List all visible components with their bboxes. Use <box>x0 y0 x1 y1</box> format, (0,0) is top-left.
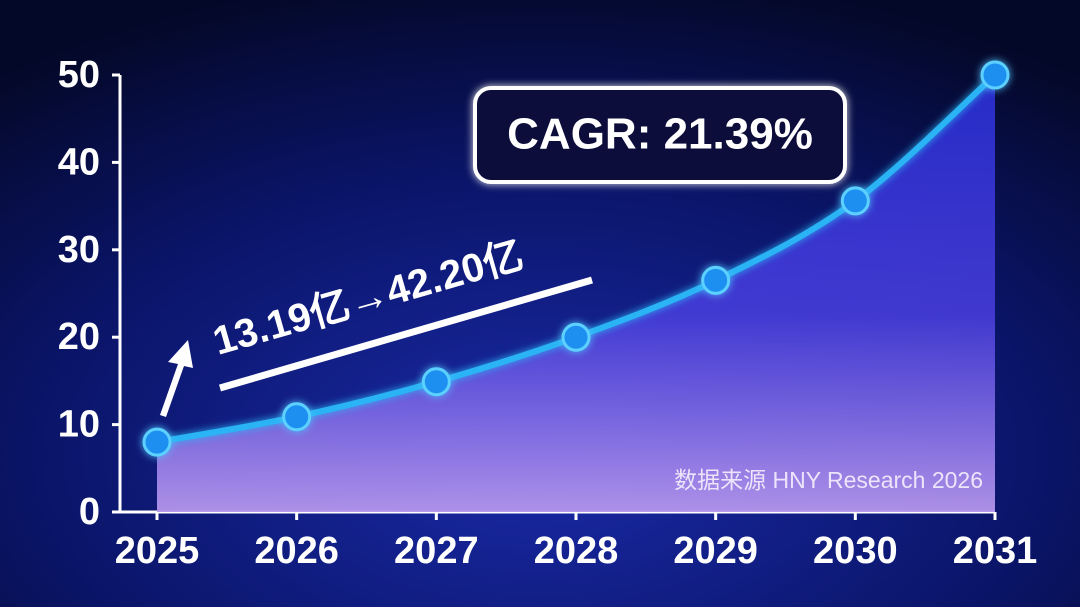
y-tick-label: 20 <box>58 316 100 358</box>
x-tick-label: 2025 <box>115 530 200 572</box>
x-tick-label: 2030 <box>813 530 898 572</box>
point <box>561 322 591 352</box>
x-tick-label: 2028 <box>534 530 619 572</box>
point <box>421 367 451 397</box>
source-note: 数据来源 HNY Research 2026 <box>674 467 983 493</box>
point <box>840 186 870 216</box>
arrow <box>160 340 193 417</box>
cagr-box <box>473 86 847 184</box>
y-tick-label: 10 <box>58 404 100 446</box>
x-tick-label: 2027 <box>394 530 479 572</box>
y-tick-label: 30 <box>58 229 100 271</box>
point <box>980 60 1010 90</box>
x-tick-label: 2026 <box>254 530 339 572</box>
underline <box>219 276 593 392</box>
point <box>701 265 731 295</box>
x-tick-label: 2029 <box>673 530 758 572</box>
y-tick-label: 50 <box>58 54 100 96</box>
cagr-label: CAGR: 21.39% <box>507 110 813 159</box>
point <box>142 427 172 457</box>
y-tick-label: 0 <box>79 491 100 533</box>
y-tick-label: 40 <box>58 141 100 183</box>
x-tick-label: 2031 <box>953 530 1038 572</box>
point <box>282 402 312 432</box>
